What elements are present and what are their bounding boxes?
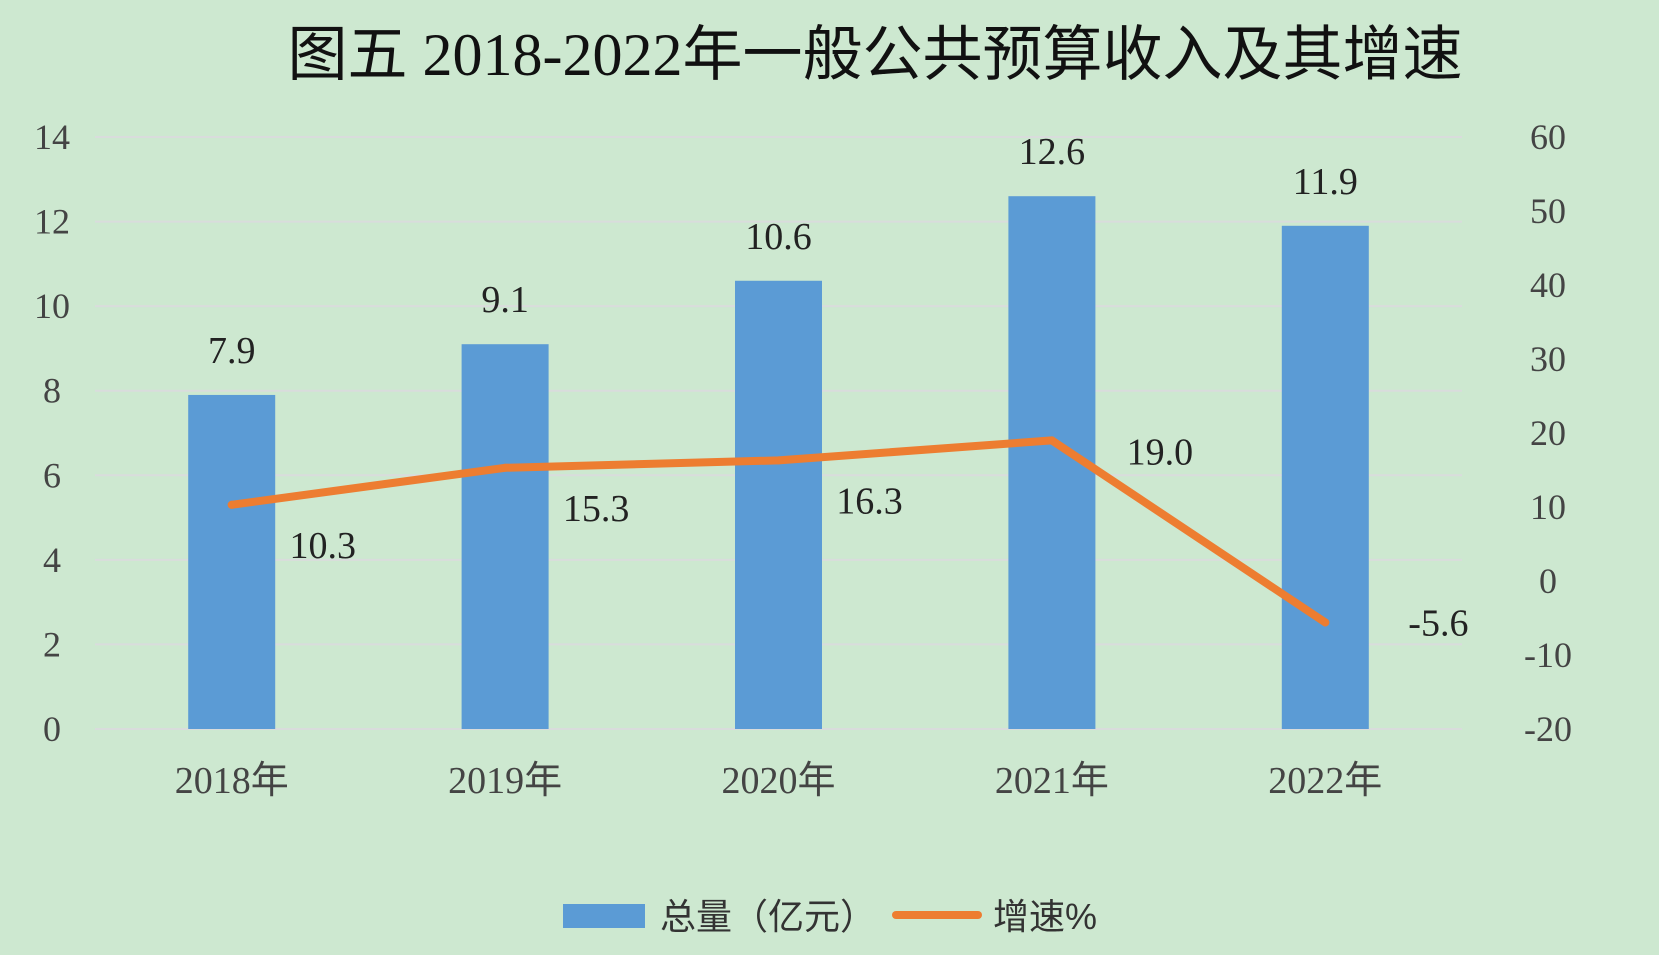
right-tick-label: 30 [1530,339,1566,379]
line-value-label: 19.0 [1127,431,1194,473]
line-value-label: 15.3 [563,488,630,530]
right-tick-label: 50 [1530,191,1566,231]
left-tick-label: 12 [34,202,70,242]
line-point [1321,618,1330,627]
left-tick-label: 8 [43,371,61,411]
right-tick-label: 0 [1539,561,1557,601]
chart-title: 图五 2018-2022年一般公共预算收入及其增速 [288,22,1463,88]
category-label: 2018年 [175,760,289,802]
category-label: 2019年 [448,760,562,802]
bar-value-label: 12.6 [1019,131,1086,173]
bar [188,394,276,729]
bar-series [188,196,1369,730]
left-tick-label: 2 [43,624,61,664]
bar [735,280,822,729]
bar-value-label: 11.9 [1293,161,1358,203]
legend-label-line: 增速% [993,896,1097,937]
right-tick-label: 20 [1530,413,1566,453]
bar [1281,225,1369,730]
line-value-label: 10.3 [289,525,356,567]
line-data-labels: 10.3 15.3 16.3 19.0 -5.6 [289,431,1468,644]
bar [461,344,549,729]
line-point [227,500,236,509]
x-axis: 2018年 2019年 2020年 2021年 2022年 [175,760,1383,802]
legend-label-bar: 总量（亿元） [660,896,876,937]
right-tick-label: -20 [1524,709,1572,749]
line-point [1047,436,1056,445]
bar-data-labels: 7.9 9.1 10.6 12.6 11.9 [208,131,1358,372]
line-value-label: 16.3 [836,480,903,522]
bar-value-label: 10.6 [745,216,812,258]
legend-swatch-bar [563,904,645,928]
left-axis: 0 2 4 6 8 10 12 14 [34,117,70,749]
right-tick-label: -10 [1524,635,1572,675]
left-tick-label: 6 [43,455,61,495]
line-point [501,463,510,472]
category-label: 2020年 [721,760,835,802]
legend: 总量（亿元） 增速% [563,896,1097,937]
right-axis: -20 -10 0 10 20 30 40 50 60 [1524,117,1572,749]
line-value-label: -5.6 [1408,602,1468,644]
category-label: 2022年 [1268,760,1382,802]
right-tick-label: 60 [1530,117,1566,157]
right-tick-label: 40 [1530,265,1566,305]
bar-value-label: 7.9 [208,330,256,372]
left-tick-label: 14 [34,117,70,157]
line-point [774,456,783,465]
left-tick-label: 4 [43,540,61,580]
line-series [227,436,1330,627]
category-label: 2021年 [995,760,1109,802]
left-tick-label: 0 [43,709,61,749]
bar-value-label: 9.1 [481,279,529,321]
right-tick-label: 10 [1530,487,1566,527]
left-tick-label: 10 [34,286,70,326]
